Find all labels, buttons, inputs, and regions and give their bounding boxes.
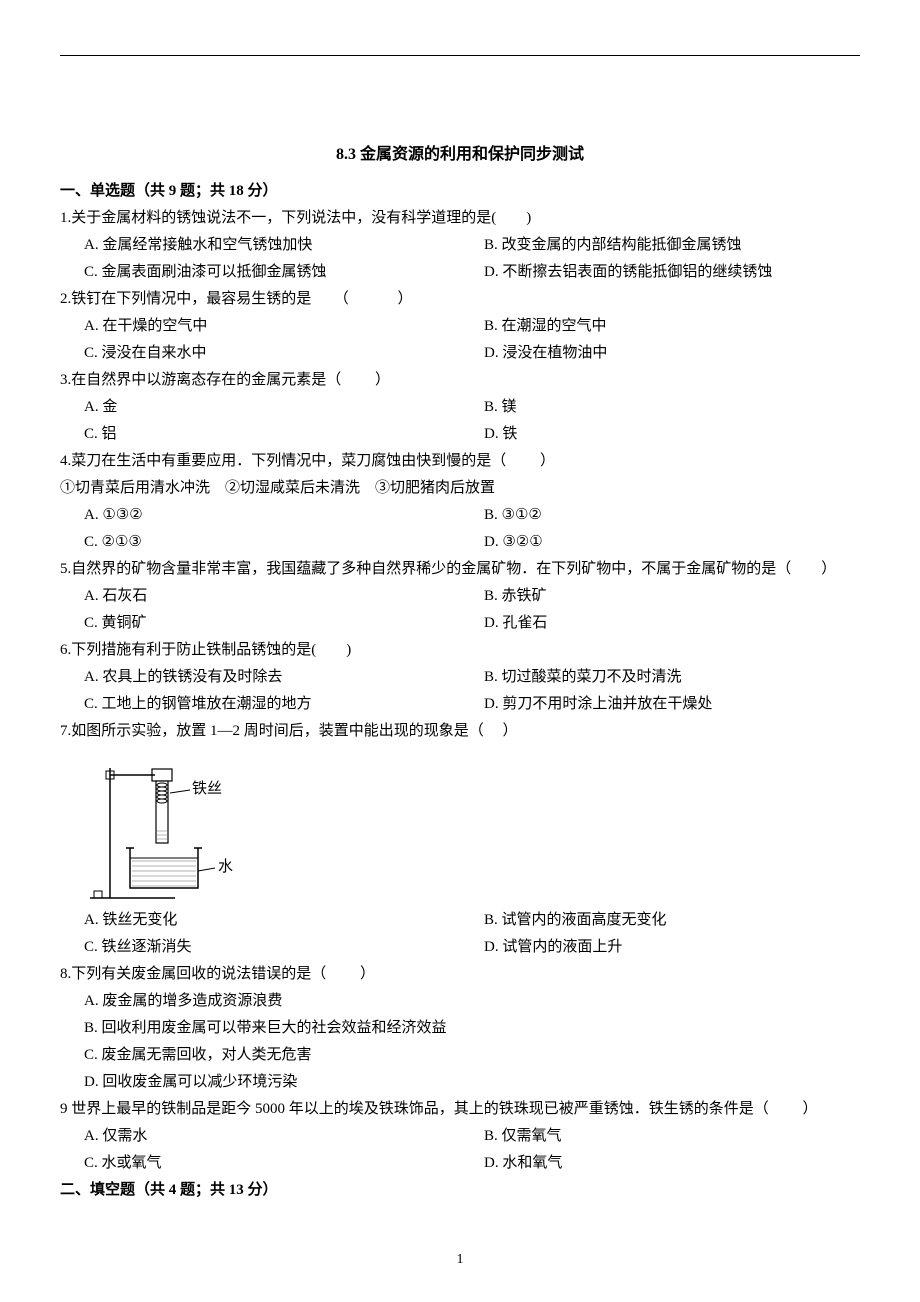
q6-option-a: A. 农具上的铁锈没有及时除去 [60, 664, 460, 691]
q8-option-c: C. 废金属无需回收，对人类无危害 [60, 1042, 860, 1069]
q3-text: 3.在自然界中以游离态存在的金属元素是（ ） [60, 367, 860, 394]
q1-option-d: D. 不断擦去铝表面的锈能抵御铝的继续锈蚀 [460, 259, 860, 286]
q1-text: 1.关于金属材料的锈蚀说法不一，下列说法中，没有科学道理的是( ) [60, 205, 860, 232]
question-5: 5.自然界的矿物含量非常丰富，我国蕴藏了多种自然界稀少的金属矿物．在下列矿物中，… [60, 556, 860, 637]
q5-option-c: C. 黄铜矿 [60, 610, 460, 637]
page-number: 1 [457, 1247, 464, 1272]
q8-text: 8.下列有关废金属回收的说法错误的是（ ） [60, 961, 860, 988]
q4-option-d: D. ③②① [460, 529, 860, 556]
q1-option-c: C. 金属表面刷油漆可以抵御金属锈蚀 [60, 259, 460, 286]
question-9: 9 世界上最早的铁制品是距今 5000 年以上的埃及铁珠饰品，其上的铁珠现已被严… [60, 1096, 860, 1177]
q2-option-a: A. 在干燥的空气中 [60, 313, 460, 340]
q4-option-a: A. ①③② [60, 502, 460, 529]
question-6: 6.下列措施有利于防止铁制品锈蚀的是( ) A. 农具上的铁锈没有及时除去 B.… [60, 637, 860, 718]
question-4: 4.菜刀在生活中有重要应用．下列情况中，菜刀腐蚀由快到慢的是（ ） ①切青菜后用… [60, 448, 860, 556]
section-2-header: 二、填空题（共 4 题；共 13 分） [60, 1177, 860, 1204]
top-rule [60, 55, 860, 56]
q4-option-b: B. ③①② [460, 502, 860, 529]
q5-option-a: A. 石灰石 [60, 583, 460, 610]
question-8: 8.下列有关废金属回收的说法错误的是（ ） A. 废金属的增多造成资源浪费 B.… [60, 961, 860, 1096]
q9-text: 9 世界上最早的铁制品是距今 5000 年以上的埃及铁珠饰品，其上的铁珠现已被严… [60, 1096, 860, 1123]
q6-text: 6.下列措施有利于防止铁制品锈蚀的是( ) [60, 637, 860, 664]
q4-text: 4.菜刀在生活中有重要应用．下列情况中，菜刀腐蚀由快到慢的是（ ） [60, 448, 860, 475]
q6-option-c: C. 工地上的钢管堆放在潮湿的地方 [60, 691, 460, 718]
q9-option-b: B. 仅需氧气 [460, 1123, 860, 1150]
question-7: 7.如图所示实验，放置 1—2 周时间后，装置中能出现的现象是（ ） [60, 718, 860, 961]
q5-option-b: B. 赤铁矿 [460, 583, 860, 610]
q3-option-a: A. 金 [60, 394, 460, 421]
q9-option-c: C. 水或氧气 [60, 1150, 460, 1177]
q2-text: 2.铁钉在下列情况中，最容易生锈的是 （ ） [60, 286, 860, 313]
q6-option-d: D. 剪刀不用时涂上油并放在干燥处 [460, 691, 860, 718]
q4-stem: ①切青菜后用清水冲洗 ②切湿咸菜后未清洗 ③切肥猪肉后放置 [60, 475, 860, 502]
q8-option-a: A. 废金属的增多造成资源浪费 [60, 988, 860, 1015]
q1-option-a: A. 金属经常接触水和空气锈蚀加快 [60, 232, 460, 259]
fig-label-water: 水 [218, 858, 233, 875]
question-2: 2.铁钉在下列情况中，最容易生锈的是 （ ） A. 在干燥的空气中 B. 在潮湿… [60, 286, 860, 367]
q9-option-d: D. 水和氧气 [460, 1150, 860, 1177]
q6-option-b: B. 切过酸菜的菜刀不及时清洗 [460, 664, 860, 691]
q7-option-b: B. 试管内的液面高度无变化 [460, 907, 860, 934]
q4-option-c: C. ②①③ [60, 529, 460, 556]
q5-text: 5.自然界的矿物含量非常丰富，我国蕴藏了多种自然界稀少的金属矿物．在下列矿物中，… [60, 556, 860, 583]
q5-option-d: D. 孔雀石 [460, 610, 860, 637]
q2-option-d: D. 浸没在植物油中 [460, 340, 860, 367]
q3-option-c: C. 铝 [60, 421, 460, 448]
q7-figure: 铁丝 水 [80, 753, 860, 903]
q3-option-b: B. 镁 [460, 394, 860, 421]
q2-option-b: B. 在潮湿的空气中 [460, 313, 860, 340]
section-1-header: 一、单选题（共 9 题；共 18 分） [60, 178, 860, 205]
q8-option-b: B. 回收利用废金属可以带来巨大的社会效益和经济效益 [60, 1015, 860, 1042]
q8-option-d: D. 回收废金属可以减少环境污染 [60, 1069, 860, 1096]
question-1: 1.关于金属材料的锈蚀说法不一，下列说法中，没有科学道理的是( ) A. 金属经… [60, 205, 860, 286]
q2-option-c: C. 浸没在自来水中 [60, 340, 460, 367]
question-3: 3.在自然界中以游离态存在的金属元素是（ ） A. 金 B. 镁 C. 铝 D.… [60, 367, 860, 448]
q7-option-d: D. 试管内的液面上升 [460, 934, 860, 961]
q7-option-c: C. 铁丝逐渐消失 [60, 934, 460, 961]
q1-option-b: B. 改变金属的内部结构能抵御金属锈蚀 [460, 232, 860, 259]
doc-title: 8.3 金属资源的利用和保护同步测试 [60, 141, 860, 170]
q9-option-a: A. 仅需水 [60, 1123, 460, 1150]
q7-text: 7.如图所示实验，放置 1—2 周时间后，装置中能出现的现象是（ ） [60, 718, 860, 745]
q3-option-d: D. 铁 [460, 421, 860, 448]
fig-label-wire: 铁丝 [192, 780, 222, 797]
q7-option-a: A. 铁丝无变化 [60, 907, 460, 934]
